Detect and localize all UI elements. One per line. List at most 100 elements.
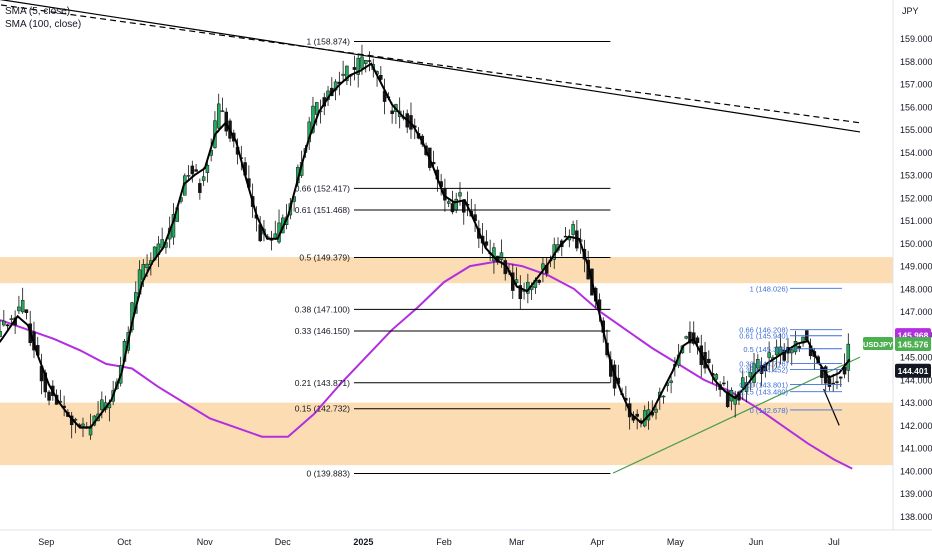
- price-tick-label: 147.000: [900, 307, 932, 317]
- candle-body: [835, 381, 839, 383]
- price-tick-label: 145.000: [900, 353, 932, 363]
- candle-body: [654, 408, 658, 413]
- candle-body: [360, 56, 364, 69]
- price-tick-label: 143.000: [900, 398, 932, 408]
- candle-body: [446, 201, 451, 204]
- candle-body: [356, 57, 360, 75]
- time-tick-label: Mar: [509, 537, 525, 547]
- time-tick-label: Sep: [38, 537, 54, 547]
- price-badges: 145.968 USDJPY 145.576 144.401: [863, 328, 931, 378]
- candle-body: [707, 358, 711, 364]
- candle-body: [220, 110, 225, 112]
- candle-body: [341, 73, 345, 76]
- sma5-line: [0, 62, 851, 429]
- candle-body: [756, 358, 760, 369]
- candle-body: [839, 376, 843, 379]
- candle-body: [499, 252, 504, 260]
- candle-body: [2, 320, 6, 326]
- candle-body: [198, 183, 202, 193]
- candle-body: [774, 346, 779, 356]
- candle-body: [352, 67, 357, 70]
- candle-body: [24, 309, 29, 313]
- candle-body: [831, 382, 835, 385]
- small-fib-label: 0.38 (144.716): [739, 360, 788, 369]
- candle-body: [100, 399, 104, 411]
- candle-body: [725, 391, 730, 407]
- candle-body: [0, 331, 2, 337]
- price-tick-label: 141.000: [900, 444, 932, 454]
- price-tick-label: 139.000: [900, 489, 932, 499]
- time-tick-label: Nov: [197, 537, 214, 547]
- small-fib-label: 0.61 (145.940): [739, 332, 788, 341]
- legend-sma5[interactable]: SMA (5, close): [5, 6, 70, 17]
- trendlines: [0, 0, 861, 474]
- candle-body: [740, 377, 745, 388]
- sma-price-badge-label: 145.968: [898, 331, 929, 341]
- candle-body: [9, 318, 14, 320]
- candle-body: [748, 372, 753, 378]
- indicator-legend[interactable]: SMA (5, close) SMA (100, close): [5, 6, 81, 30]
- candle-body: [314, 102, 319, 115]
- triangle-support-line: [612, 356, 861, 474]
- price-price-badge-label: 145.576: [898, 340, 929, 350]
- fib-retracement-large[interactable]: 1 (158.874) 0.66 (152.417) 0.61 (151.468) 0…: [295, 37, 611, 479]
- dark-price-badge-label: 144.401: [898, 366, 929, 376]
- candle-body: [669, 380, 673, 383]
- resistance-zone: [0, 257, 893, 284]
- price-axis-bg: [893, 0, 932, 550]
- candle-body: [782, 349, 786, 361]
- symbol-badge-label: USDJPY: [863, 340, 893, 349]
- legend-sma100[interactable]: SMA (100, close): [5, 19, 81, 30]
- fib-retracement-small[interactable]: 1 (148.026) 0.66 (146.208)0.61 (145.940) 0…: [739, 284, 842, 415]
- candle-body: [145, 263, 149, 269]
- candle-body: [688, 331, 692, 344]
- candle-body: [797, 345, 802, 349]
- sma5-layer: [0, 62, 851, 429]
- candle-body: [379, 75, 383, 80]
- time-tick-label: Apr: [590, 537, 604, 547]
- candle-body: [47, 391, 51, 401]
- candle-body: [205, 165, 210, 173]
- candle-body: [684, 336, 688, 339]
- fib-level-label: 0.21 (143.871): [295, 378, 350, 388]
- candle-body: [20, 300, 25, 313]
- candle-body: [224, 111, 228, 132]
- candle-body: [186, 175, 191, 177]
- time-tick-label: Oct: [117, 537, 132, 547]
- candle-body: [273, 233, 278, 239]
- candle-body: [661, 395, 666, 398]
- candle-body: [201, 176, 206, 181]
- fib-level-label: 0 (139.883): [307, 469, 351, 479]
- candle-body: [827, 378, 832, 387]
- time-tick-label: Feb: [436, 537, 452, 547]
- candle-body: [537, 280, 541, 283]
- time-tick-label: Jul: [828, 537, 840, 547]
- axis-unit-label: JPY: [902, 6, 919, 16]
- time-axis[interactable]: Sep Oct Nov Dec 2025 Feb Mar Apr May Jun Jul: [0, 529, 932, 547]
- small-fib-label: 0.66 (146.208): [739, 326, 788, 335]
- candle-body: [81, 423, 85, 427]
- fib-level-label: 1 (158.874): [307, 37, 351, 47]
- price-tick-label: 151.000: [900, 216, 932, 226]
- price-tick-label: 150.000: [900, 239, 932, 249]
- candle-body: [190, 165, 195, 175]
- small-fib-label: 1 (148.026): [750, 284, 789, 293]
- price-tick-label: 153.000: [900, 171, 932, 181]
- symbol-badge: [863, 337, 893, 351]
- price-tick-label: 155.000: [900, 125, 932, 135]
- dark-price-badge: [895, 363, 931, 378]
- small-fib-label: 0.33 (144.452): [739, 366, 788, 375]
- small-fib-label: 0 (142.678): [750, 406, 789, 415]
- solid-trendline: [0, 0, 861, 133]
- candle-body: [767, 352, 771, 358]
- small-fib-label: 0.21 (143.801): [739, 380, 788, 389]
- small-fib-label: 0.5 (145.368): [743, 345, 788, 354]
- fib-level-label: 0.33 (146.150): [295, 326, 350, 336]
- candle-body: [194, 169, 198, 172]
- price-axis[interactable]: 138.000 139.000 140.000 141.000 142.000 143.0…: [892, 0, 932, 550]
- price-tick-label: 142.000: [900, 421, 932, 431]
- candle-body: [311, 105, 315, 133]
- fib-level-label: 0.5 (149.379): [299, 253, 350, 263]
- candle-body: [458, 192, 462, 197]
